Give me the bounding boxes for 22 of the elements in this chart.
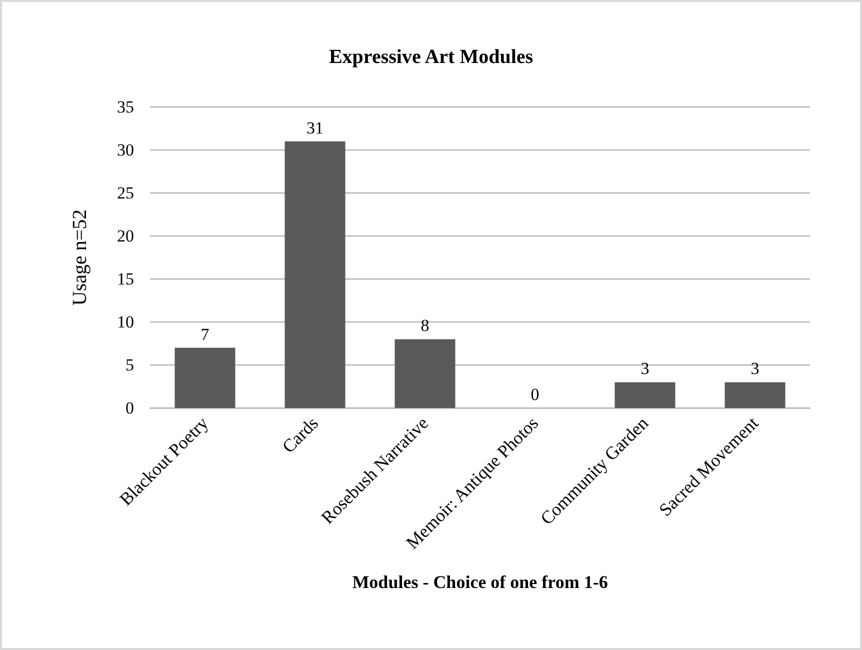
bar [614,382,676,408]
y-tick-label: 35 [117,98,134,116]
bar [394,339,456,408]
y-tick-label: 20 [117,226,134,246]
y-tick-label: 5 [126,356,134,374]
chart-title: Expressive Art Modules [328,46,534,68]
data-label: 3 [640,359,650,378]
data-label: 0 [530,385,540,404]
bar [284,141,346,408]
y-axis-title: Usage n=52 [69,209,91,306]
y-tick-label: 10 [117,312,134,332]
bar [724,382,786,408]
y-tick-label: 15 [117,270,134,288]
y-tick-label: 0 [126,398,134,418]
y-tick-label: 25 [117,184,134,202]
data-label: 8 [420,316,430,336]
x-axis-title: Modules - Choice of one from 1-6 [352,572,608,592]
data-label: 31 [306,118,324,138]
bar [174,348,236,408]
y-tick-label: 30 [117,140,134,160]
data-label: 3 [750,359,760,378]
data-label: 7 [200,324,210,344]
